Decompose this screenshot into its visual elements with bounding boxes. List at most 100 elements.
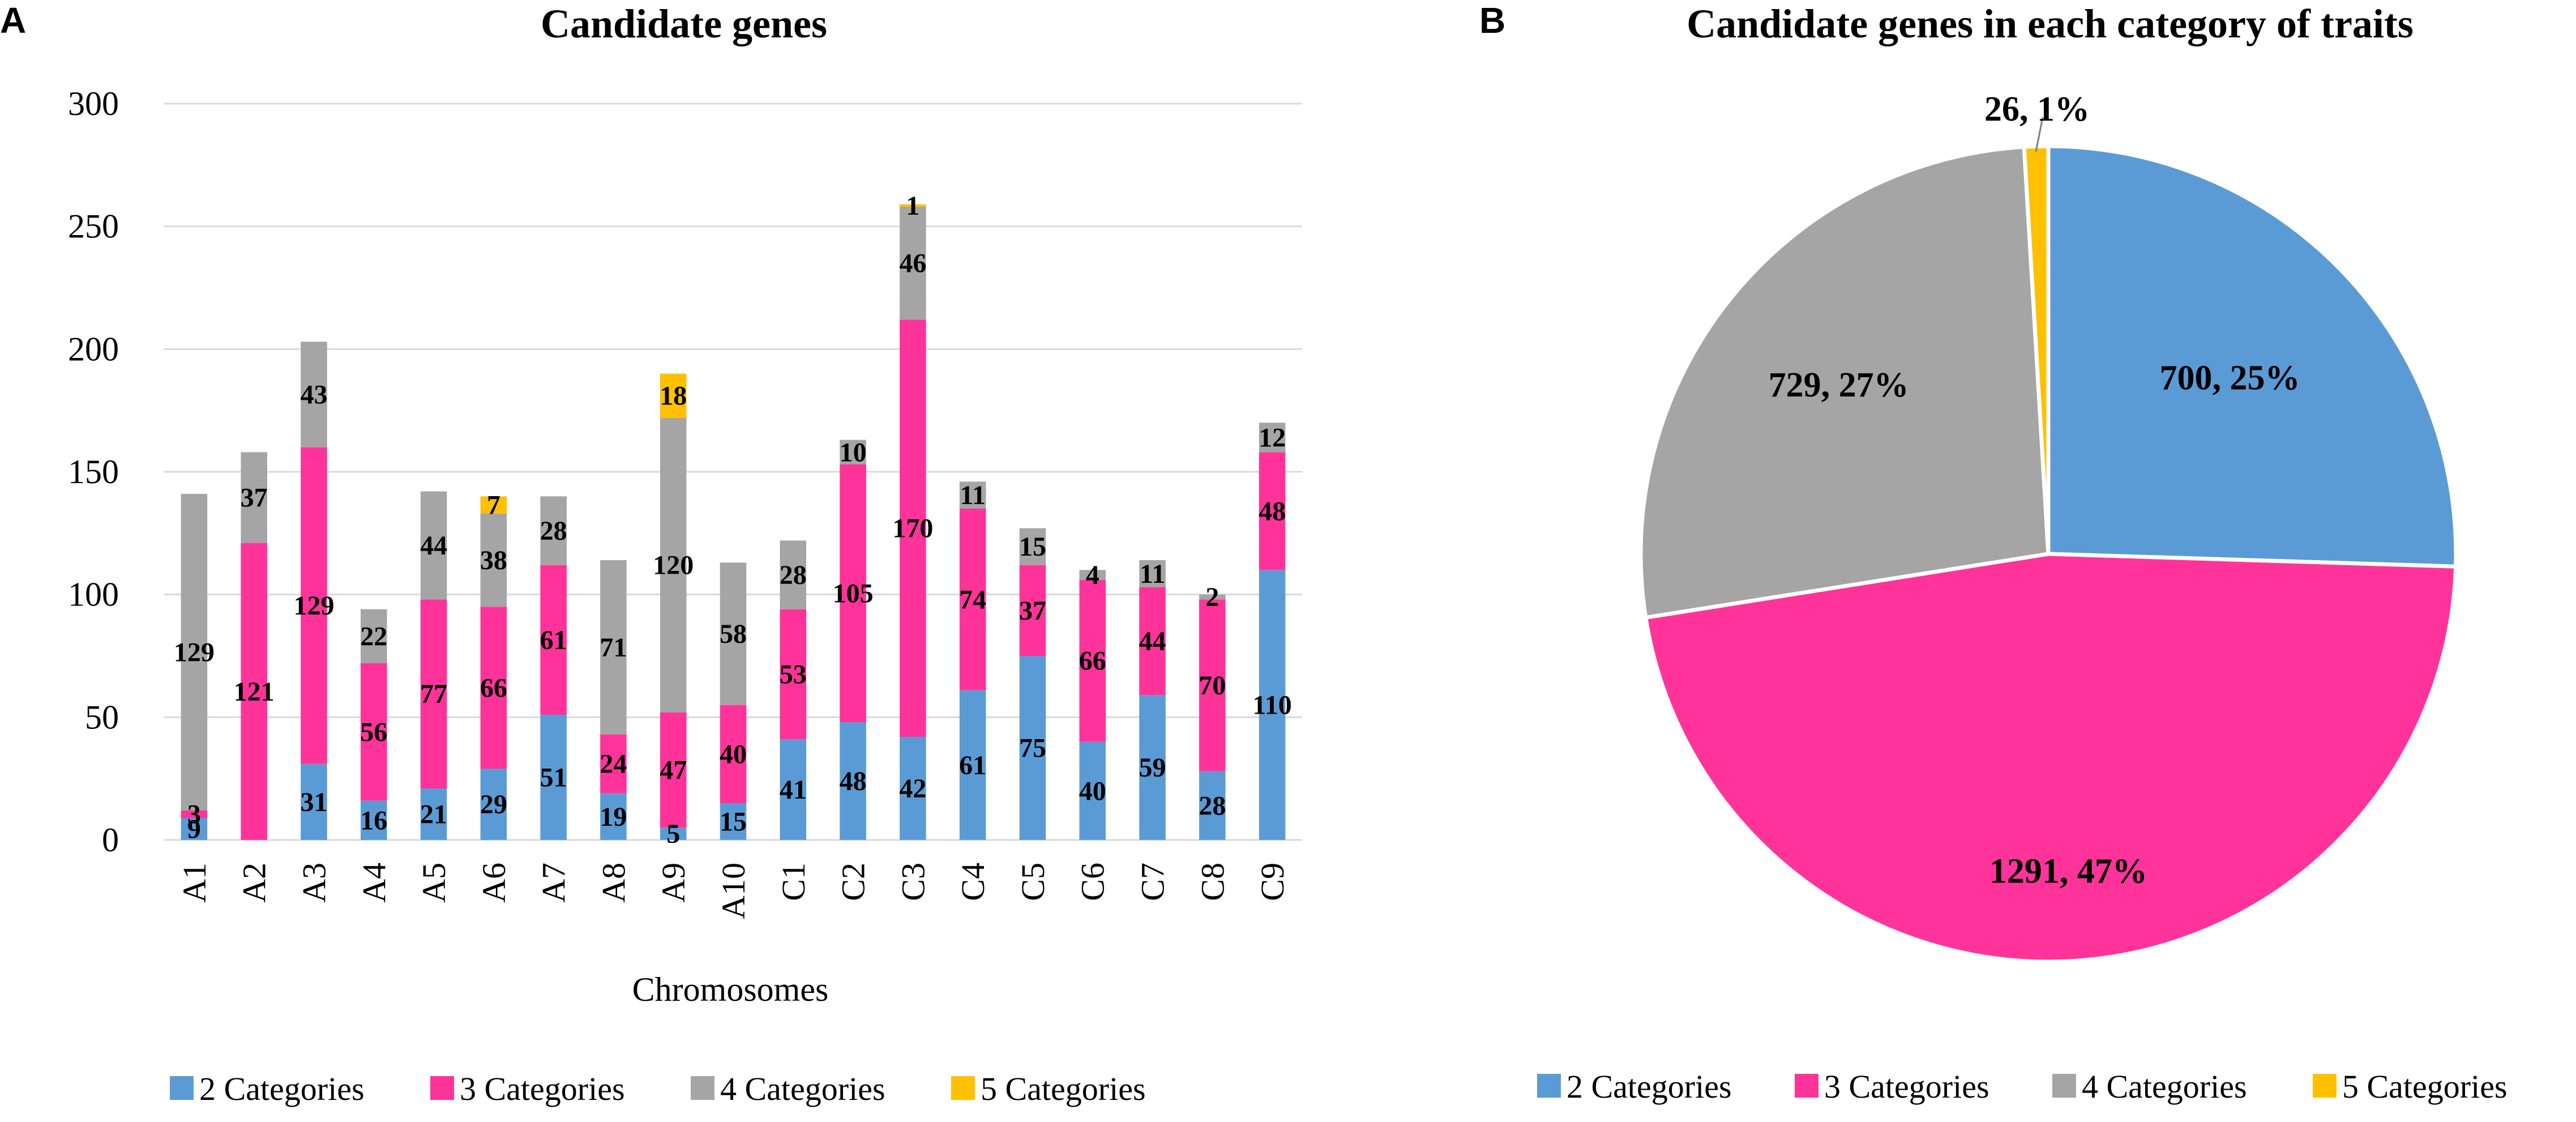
- bar-a9-3-categories: [660, 712, 687, 828]
- y-tick-label: 200: [68, 330, 119, 368]
- bar-data-label: 9: [187, 814, 201, 844]
- bar-data-label: 41: [780, 775, 807, 805]
- bar-data-label: 51: [540, 763, 567, 793]
- bar-data-label: 170: [892, 514, 933, 544]
- bar-a4-2-categories: [360, 800, 387, 840]
- y-tick-label: 300: [68, 85, 119, 122]
- bar-a9-5-categories: [660, 373, 687, 418]
- bar-c2-3-categories: [840, 464, 866, 722]
- x-tick-label: C6: [1075, 863, 1111, 901]
- bar-a9-4-categories: [660, 417, 687, 713]
- bar-a3-2-categories: [301, 763, 327, 840]
- pie-legend: 2 Categories 3 Categories 4 Categories 5 Ca…: [1537, 1068, 2507, 1105]
- bar-c1-2-categories: [780, 739, 807, 840]
- panel-label-a: A: [0, 0, 26, 41]
- bar-data-label: 28: [780, 560, 807, 590]
- bar-data-label: 28: [540, 516, 567, 546]
- bar-data-label: 74: [959, 585, 986, 615]
- bar-c3-5-categories: [900, 204, 926, 207]
- bar-data-label: 40: [720, 739, 747, 769]
- bar-a5-2-categories: [420, 788, 447, 840]
- bar-data-label: 24: [600, 749, 627, 779]
- pie-data-label: 1291, 47%: [1989, 852, 2147, 890]
- bar-data-label: 121: [234, 677, 275, 707]
- bar-data-label: 44: [1139, 626, 1166, 656]
- x-tick-label: C7: [1135, 863, 1171, 901]
- legend-label: 5 Categories: [2342, 1068, 2507, 1105]
- legend-label: 2 Categories: [199, 1070, 365, 1107]
- pie-slice-2-categories: [2046, 144, 2458, 569]
- bar-c9-3-categories: [1259, 452, 1286, 570]
- panel-label-b: B: [1479, 0, 1505, 41]
- bar-c7-2-categories: [1139, 695, 1166, 840]
- y-tick-label: 0: [102, 821, 119, 859]
- bar-data-label: 28: [1199, 791, 1226, 821]
- bar-c6-2-categories: [1079, 741, 1106, 840]
- bar-data-label: 29: [480, 790, 507, 820]
- x-tick-label: C9: [1254, 863, 1291, 901]
- legend-label: 2 Categories: [1567, 1068, 1732, 1105]
- bar-data-label: 66: [1079, 646, 1106, 676]
- y-tick-label: 100: [68, 576, 119, 613]
- bar-c8-4-categories: [1199, 594, 1226, 600]
- legend-label: 3 Categories: [1824, 1068, 1989, 1105]
- legend-swatch: [2052, 1074, 2076, 1098]
- bar-c5-2-categories: [1019, 656, 1046, 840]
- bar-data-label: 40: [1079, 776, 1106, 806]
- bar-data-label: 18: [660, 381, 687, 411]
- bar-a3-4-categories: [301, 342, 327, 447]
- bar-data-label: 16: [360, 805, 387, 835]
- bar-a10-3-categories: [720, 705, 747, 803]
- bar-c4-2-categories: [959, 690, 986, 840]
- x-tick-label: C3: [895, 863, 931, 901]
- bar-a2-4-categories: [241, 452, 267, 543]
- legend-label: 5 Categories: [981, 1070, 1146, 1107]
- legend-label: 3 Categories: [460, 1070, 625, 1107]
- bar-data-label: 75: [1019, 733, 1046, 763]
- bar-data-label: 4: [1086, 560, 1099, 590]
- bar-c6-3-categories: [1079, 579, 1106, 742]
- bar-a6-2-categories: [480, 769, 507, 840]
- bar-c4-3-categories: [959, 509, 986, 690]
- bar-data-label: 110: [1252, 690, 1291, 720]
- x-tick-label: A3: [296, 863, 332, 903]
- pie-data-label: 700, 25%: [2159, 359, 2300, 397]
- bar-data-label: 48: [1259, 496, 1286, 526]
- pie-leader-line: [2035, 117, 2044, 152]
- y-tick-label: 150: [68, 453, 119, 490]
- bar-legend: 2 Categories 3 Categories 4 Categories 5 Ca…: [170, 1070, 1146, 1107]
- x-tick-label: A5: [416, 863, 452, 903]
- y-tick-label: 250: [68, 208, 119, 245]
- legend-swatch: [951, 1076, 975, 1100]
- panel-b-pie-chart: B Candidate genes in each category of tr…: [1479, 0, 2507, 1105]
- legend-swatch: [691, 1076, 714, 1100]
- pie-data-labels: 700, 25% 1291, 47% 729, 27% 26, 1%: [1769, 90, 2300, 890]
- bar-a8-4-categories: [600, 560, 627, 735]
- bar-c7-4-categories: [1139, 560, 1166, 587]
- x-tick-label: C5: [1015, 863, 1051, 901]
- bar-data-label: 56: [360, 717, 387, 747]
- bar-series-group: [181, 204, 1286, 840]
- bar-data-label: 22: [360, 621, 387, 651]
- bar-data-label: 59: [1139, 753, 1166, 783]
- bar-data-labels: 9312912137311294316562221774429663875161…: [174, 191, 1292, 849]
- bar-data-label: 5: [666, 819, 680, 849]
- bar-data-label: 47: [660, 756, 687, 786]
- x-tick-label: A10: [715, 863, 752, 919]
- bar-data-label: 105: [833, 579, 874, 609]
- bar-c4-4-categories: [959, 481, 986, 509]
- bar-data-label: 70: [1199, 671, 1226, 701]
- bar-a7-3-categories: [540, 565, 567, 715]
- bar-data-label: 46: [899, 249, 926, 279]
- bar-data-label: 7: [487, 490, 500, 521]
- x-tick-label: C2: [835, 863, 872, 901]
- bar-c6-4-categories: [1079, 570, 1106, 580]
- bar-data-label: 129: [174, 638, 215, 668]
- legend-label: 4 Categories: [720, 1070, 885, 1107]
- bar-data-label: 3: [187, 800, 201, 830]
- bar-data-label: 10: [840, 437, 867, 467]
- x-tick-label: A1: [176, 863, 213, 903]
- bar-y-axis: 0 50 100 150 200 250 300: [68, 85, 119, 859]
